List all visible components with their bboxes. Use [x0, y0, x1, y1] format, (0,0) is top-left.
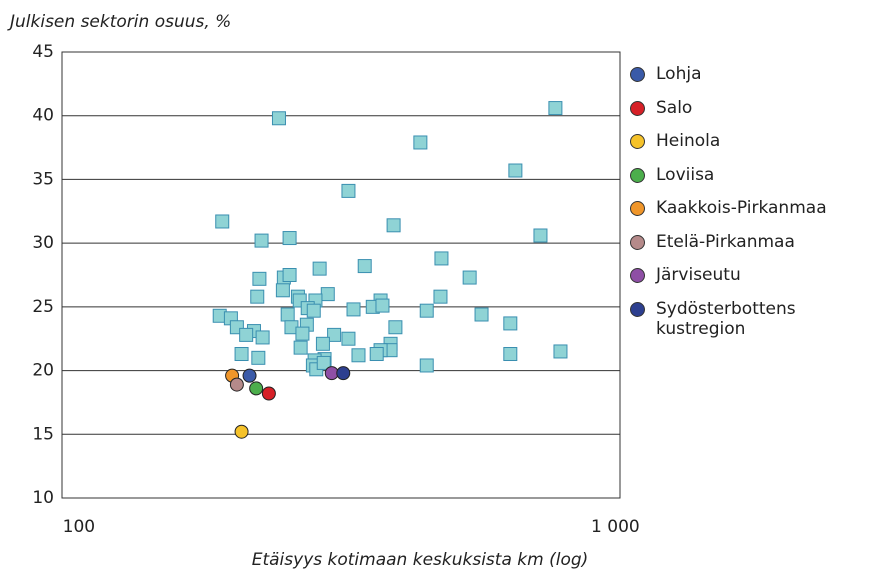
- legend-item: Loviisa: [628, 165, 888, 199]
- point: [388, 320, 403, 335]
- point: [252, 271, 267, 286]
- point: [434, 251, 449, 266]
- legend-label: Kaakkois-Pirkanmaa: [656, 198, 827, 218]
- point: [275, 283, 290, 298]
- legend-item: Sydösterbottens kustregion: [628, 299, 888, 339]
- legend-item: Heinola: [628, 131, 888, 165]
- y-tick-label: 40: [32, 106, 54, 126]
- legend-item: Salo: [628, 98, 888, 132]
- chart-title: Julkisen sektorin osuus, %: [7, 12, 231, 32]
- point: [341, 183, 356, 198]
- point: [503, 347, 518, 362]
- point: [336, 366, 351, 381]
- x-tick-label: 100: [63, 517, 95, 537]
- legend-label: Sydösterbottens kustregion: [656, 298, 796, 339]
- point: [249, 381, 264, 396]
- point: [351, 348, 366, 363]
- x-axis-label: Etäisyys kotimaan keskuksista km (log): [252, 550, 589, 570]
- x-tick-label: 1 000: [591, 517, 640, 537]
- point: [215, 214, 230, 229]
- point: [306, 303, 321, 318]
- point: [341, 331, 356, 346]
- y-tick-label: 20: [32, 361, 54, 381]
- point: [508, 163, 523, 178]
- y-tick-label: 45: [32, 42, 54, 62]
- point: [375, 298, 390, 313]
- point: [503, 316, 518, 331]
- point: [533, 228, 548, 243]
- point: [553, 344, 568, 359]
- y-tick-label: 30: [32, 233, 54, 253]
- point: [295, 326, 310, 341]
- point: [474, 307, 489, 322]
- point: [229, 377, 244, 392]
- point: [346, 302, 361, 317]
- point: [242, 368, 257, 383]
- legend-marker: [630, 234, 645, 250]
- point: [254, 233, 269, 248]
- legend-marker: [630, 100, 645, 116]
- legend-item: Kaakkois-Pirkanmaa: [628, 198, 888, 232]
- legend-label: Loviisa: [656, 164, 715, 185]
- legend-item: Lohja: [628, 64, 888, 98]
- point: [234, 424, 249, 439]
- point: [315, 336, 330, 351]
- y-tick-label: 25: [32, 297, 54, 317]
- y-tick-label: 15: [32, 424, 54, 444]
- legend-marker: [630, 201, 645, 216]
- point: [433, 289, 448, 304]
- legend-marker: [630, 268, 645, 283]
- point: [548, 101, 563, 116]
- legend-marker: [630, 167, 645, 183]
- point: [462, 270, 477, 285]
- legend-label: Etelä-Pirkanmaa: [656, 231, 795, 252]
- point: [250, 289, 265, 304]
- legend-item: Etelä-Pirkanmaa: [628, 232, 888, 266]
- point: [282, 268, 297, 282]
- y-tick-label: 35: [32, 169, 54, 189]
- point: [255, 330, 270, 345]
- point: [234, 347, 249, 362]
- legend-marker: [630, 301, 645, 317]
- y-tick-label: 10: [32, 488, 54, 508]
- point: [271, 111, 286, 126]
- legend-item: Järviseutu: [628, 265, 888, 299]
- point: [280, 307, 295, 322]
- point: [251, 350, 266, 365]
- point: [419, 358, 434, 373]
- legend-label: Salo: [656, 97, 693, 118]
- legend-label: Järviseutu: [656, 265, 741, 285]
- legend: Lohja Salo Heinola Loviisa Kaakkois-Pirkanma…: [628, 64, 888, 339]
- point: [293, 340, 308, 355]
- point: [239, 327, 254, 342]
- legend-label: Lohja: [656, 64, 702, 84]
- point: [320, 287, 335, 302]
- point: [386, 218, 401, 233]
- point: [316, 355, 331, 370]
- point: [413, 135, 428, 150]
- legend-marker: [630, 67, 645, 82]
- point: [312, 261, 327, 276]
- point: [357, 259, 372, 274]
- legend-marker: [630, 134, 645, 149]
- point: [327, 327, 342, 342]
- point: [419, 303, 434, 318]
- plot-frame: [61, 51, 621, 499]
- point: [282, 231, 297, 246]
- point: [369, 347, 384, 362]
- point: [261, 386, 276, 401]
- legend-label: Heinola: [656, 131, 721, 151]
